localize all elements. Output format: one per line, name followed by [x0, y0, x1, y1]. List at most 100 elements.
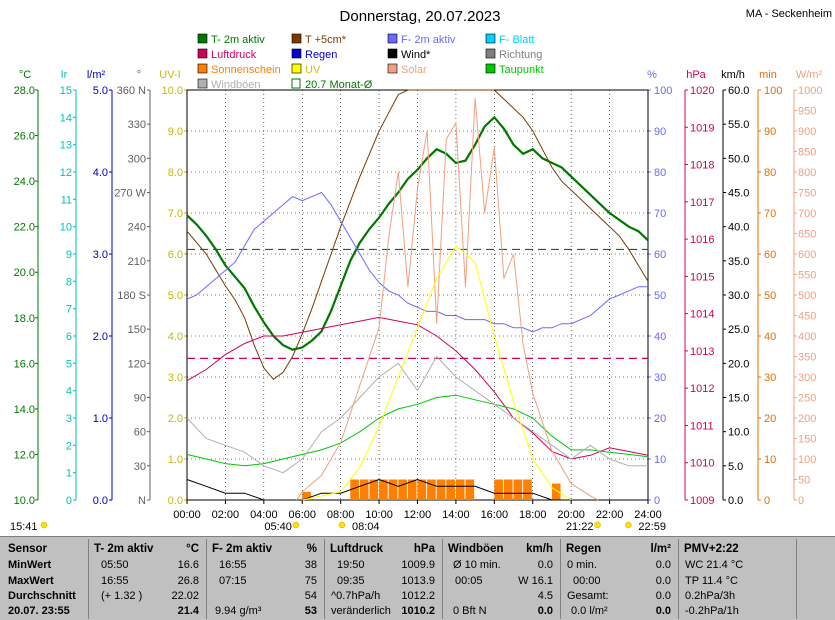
tick-label: 9	[66, 249, 72, 261]
tick-label: 13	[60, 140, 72, 152]
series-line	[186, 89, 649, 380]
summary-table: Sensor MinWert MaxWert Durchschnitt 20.0…	[0, 536, 835, 620]
tick-label: 16.0	[14, 358, 35, 370]
sunshine-bar	[523, 479, 532, 500]
pressure-now: 1010.2	[401, 605, 435, 617]
series-line	[186, 191, 648, 333]
tick-label: 150	[798, 434, 816, 446]
legend-item: T- 2m aktiv	[197, 33, 265, 46]
tick-label: 7	[66, 304, 72, 316]
tick-label: 8	[66, 276, 72, 288]
legend-label: Wind*	[401, 49, 431, 61]
tick-label: 1009	[690, 495, 714, 507]
axis-unit: hPa	[686, 69, 706, 81]
sunshine-bar	[551, 483, 561, 500]
tick-label: 700	[798, 208, 816, 220]
tick-label: 40	[764, 331, 776, 343]
sun-icon	[625, 521, 632, 529]
legend-item: Luftdruck	[197, 48, 257, 61]
axis-unit: °	[137, 69, 141, 81]
x-tick-label: 10:00	[365, 509, 393, 521]
wind-avg10: 0.0	[537, 559, 553, 571]
legend-swatch	[291, 48, 302, 59]
legend-swatch	[197, 33, 208, 44]
legend-swatch	[291, 78, 301, 89]
tick-label: N	[138, 495, 146, 507]
sun-icon	[40, 521, 48, 529]
x-tick-label: 06:00	[288, 509, 316, 521]
axis-unit: %	[647, 69, 657, 81]
tick-label: 100	[764, 85, 782, 97]
col-t2m: T- 2m aktiv °C 05:50 16.6 16:55 26.8 (+ …	[88, 539, 205, 619]
t2m-min: 16.6	[177, 559, 199, 571]
tick-label: 35.0	[728, 256, 749, 268]
legend-label: 20.7 Monat-Ø	[305, 79, 373, 91]
tick-label: 0	[798, 495, 804, 507]
tick-label: 120	[128, 358, 146, 370]
tick-label: 3.0	[168, 372, 183, 384]
tick-label: 650	[798, 229, 816, 241]
tick-label: 450	[798, 311, 816, 323]
legend-item: Sonnenschein	[197, 63, 281, 76]
sun-event-label: 08:04	[352, 521, 380, 533]
tick-label: 0	[654, 495, 660, 507]
pmv-pressure-3h: 0.2hPa/3h	[685, 590, 736, 602]
legend-label: Richtung	[499, 49, 542, 61]
col-rain: Regen l/m² 0 min. 0.0 00:00 0.0 Gesamt: …	[560, 539, 677, 619]
tick-label: 600	[798, 249, 816, 261]
legend-swatch	[291, 33, 302, 44]
tick-label: 1	[66, 468, 72, 480]
legend-item: Windböen	[197, 78, 261, 91]
legend-swatch	[291, 63, 302, 74]
tick-label: 70	[654, 208, 666, 220]
row-label-sensor: Sensor	[8, 543, 47, 555]
tick-label: 800	[798, 167, 816, 179]
tick-label: 500	[798, 290, 816, 302]
legend-label: Regen	[305, 49, 337, 61]
legend-item: 20.7 Monat-Ø	[291, 78, 373, 91]
legend-swatch	[387, 63, 398, 74]
tick-label: 2	[66, 440, 72, 452]
wind-max: W 16.1	[518, 575, 553, 587]
tick-label: 1015	[690, 271, 714, 283]
pressure-head: Luftdruck	[330, 543, 384, 555]
tick-label: 12.0	[14, 449, 35, 461]
tick-label: 40.0	[728, 222, 749, 234]
tick-label: 5.0	[93, 85, 108, 97]
tick-label: 30	[134, 461, 146, 473]
tick-label: 30	[764, 372, 776, 384]
tick-label: 1000	[798, 85, 822, 97]
tick-label: 40	[654, 331, 666, 343]
col-f2m: F- 2m aktiv % 16:55 38 07:15 75 54 9.94 …	[206, 539, 323, 619]
tick-label: 90	[764, 126, 776, 138]
series-line	[186, 355, 648, 474]
pressure-trend: ^0.7hPa/h	[331, 590, 381, 602]
axis-unit: UV-I	[159, 69, 180, 81]
tick-label: 10.0	[728, 427, 749, 439]
t2m-min-time: 05:50	[101, 559, 129, 571]
tick-label: 350	[798, 352, 816, 364]
t2m-max: 26.8	[177, 575, 199, 587]
sunshine-bar	[369, 479, 379, 500]
tick-label: 240	[128, 222, 146, 234]
legend-swatch	[485, 33, 496, 44]
tick-label: 400	[798, 331, 816, 343]
axis-unit: W/m²	[796, 69, 823, 81]
t2m-avg: 22.02	[171, 590, 199, 602]
wind-max-time: 00:05	[455, 575, 483, 587]
tick-label: 20	[654, 413, 666, 425]
wind-bft: 0 Bft N	[453, 605, 487, 617]
tick-label: 50	[764, 290, 776, 302]
sun-icon	[594, 521, 601, 529]
tick-label: 80	[764, 167, 776, 179]
wind-head: Windböen	[448, 543, 504, 555]
tick-label: 2.0	[93, 331, 108, 343]
series-line	[186, 115, 649, 351]
tick-label: 300	[128, 153, 146, 165]
tick-label: 180 S	[117, 290, 146, 302]
legend-swatch	[485, 63, 496, 74]
row-label-avg: Durchschnitt	[8, 590, 76, 602]
x-tick-label: 18:00	[519, 509, 547, 521]
sunshine-bar	[350, 479, 359, 500]
tick-label: 150	[128, 324, 146, 336]
